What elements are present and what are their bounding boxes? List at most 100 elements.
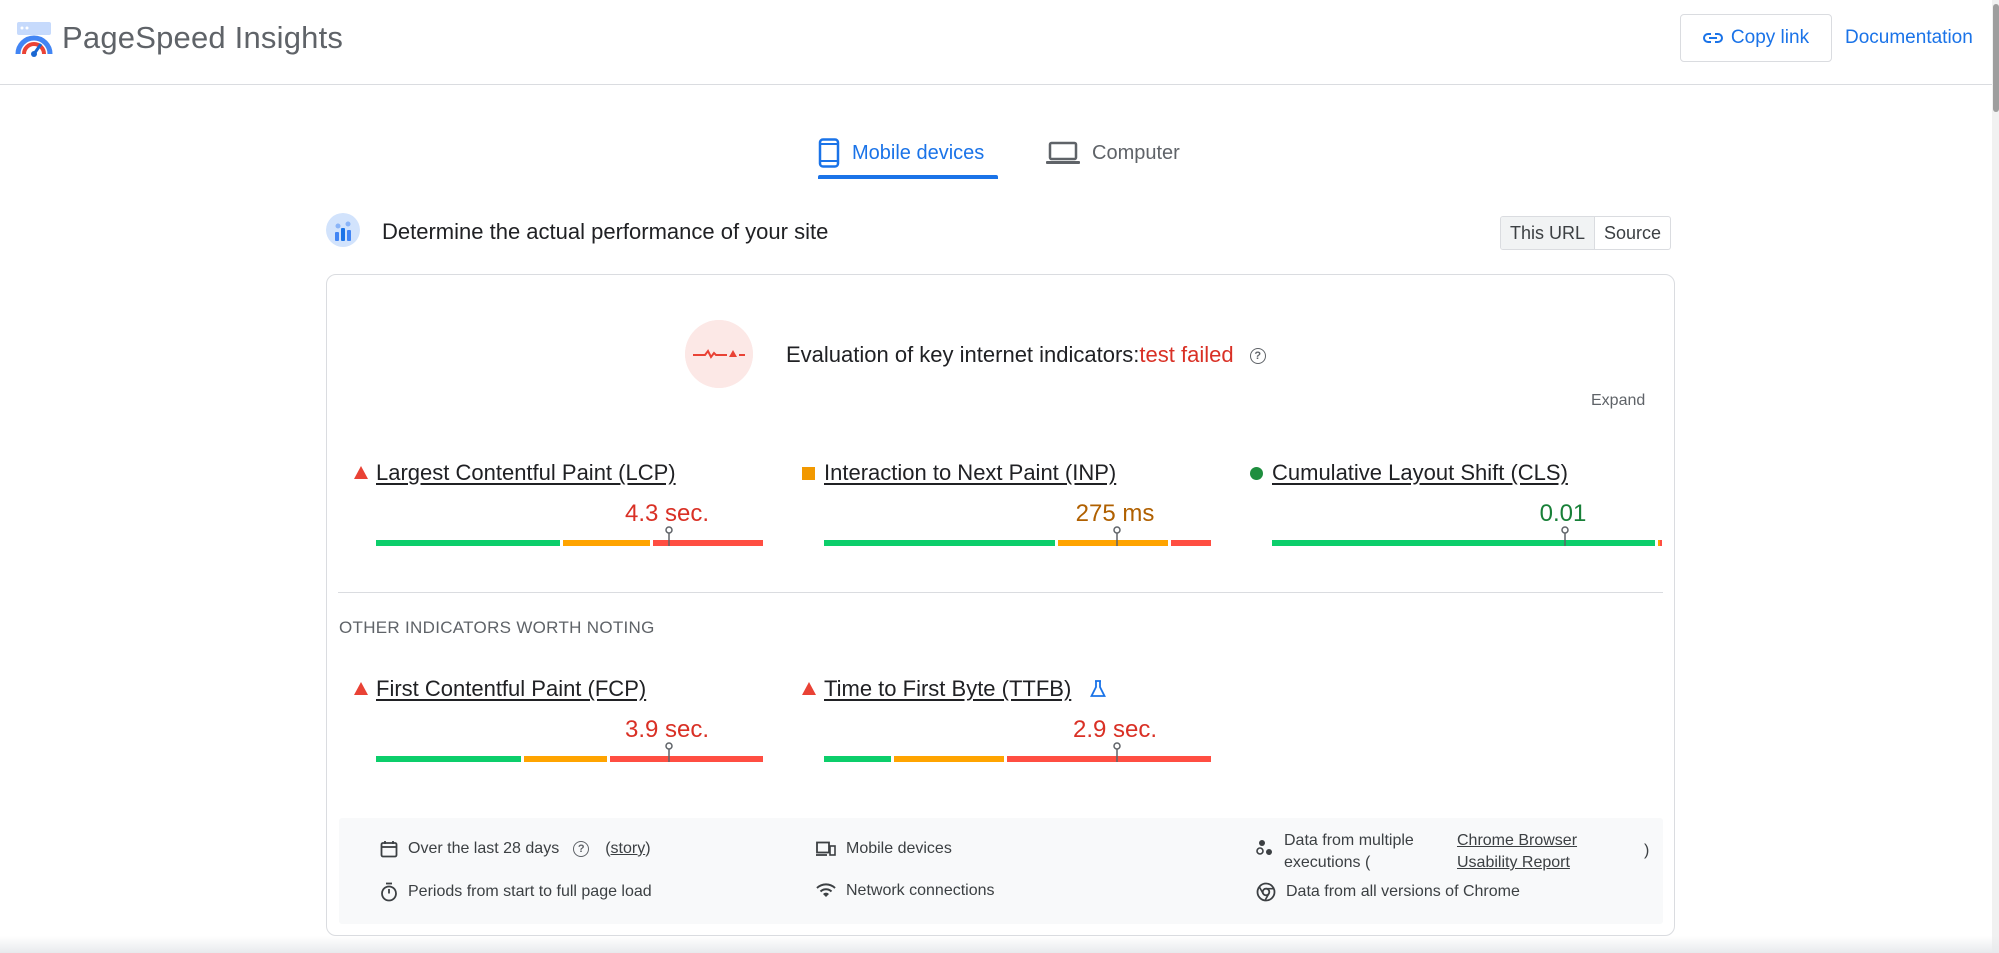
expand-button[interactable]: Expand <box>1591 392 1646 409</box>
top-app-bar: PageSpeed Insights Copy link Documentati… <box>0 0 1999 85</box>
experimental-flask-icon[interactable] <box>1090 680 1106 698</box>
needs-improvement-segment <box>894 756 1005 762</box>
metric-value: 0.01 <box>1539 500 1587 527</box>
crux-link-wrap: Chrome Browser Usability Report <box>1457 830 1607 874</box>
p75-marker <box>1560 526 1569 546</box>
link-icon <box>1702 33 1723 43</box>
load-period: Periods from start to full page load <box>380 882 652 902</box>
needs-improvement-square-icon <box>802 467 815 480</box>
metric-fcp: First Contentful Paint (FCP) 3.9 sec. <box>354 676 763 776</box>
laptop-icon <box>1046 141 1080 164</box>
story-link[interactable]: story <box>610 840 646 857</box>
documentation-link[interactable]: Documentation <box>1845 27 1973 48</box>
metric-title[interactable]: Largest Contentful Paint (LCP) <box>376 460 676 485</box>
this-url-button[interactable]: This URL <box>1501 217 1596 249</box>
distribution-bar <box>824 526 1214 546</box>
poor-segment <box>1171 540 1211 546</box>
needs-improvement-segment <box>1658 540 1661 546</box>
device-type: Mobile devices <box>816 840 952 858</box>
period-text: Over the last 28 days <box>408 840 560 857</box>
copy-link-button[interactable]: Copy link <box>1680 14 1832 62</box>
smartphone-icon <box>818 138 840 168</box>
p75-marker <box>664 526 673 546</box>
help-icon[interactable]: ? <box>1249 348 1266 365</box>
network-connections: Network connections <box>816 882 995 900</box>
metric-title[interactable]: Cumulative Layout Shift (CLS) <box>1272 460 1568 485</box>
stopwatch-icon <box>381 882 397 902</box>
tab-computer[interactable]: Computer <box>1046 128 1180 178</box>
distribution-bar <box>376 526 766 546</box>
device-text: Mobile devices <box>846 840 952 857</box>
crux-report-link[interactable]: Chrome Browser Usability Report <box>1457 832 1578 871</box>
scrollbar-track[interactable] <box>1992 0 1999 953</box>
url-origin-toggle: This URL Source <box>1500 216 1672 250</box>
metric-ttfb: Time to First Byte (TTFB) 2.9 sec. <box>802 676 1211 776</box>
distribution-bar <box>1272 526 1663 546</box>
metric-lcp: Largest Contentful Paint (LCP) 4.3 sec. <box>354 460 763 560</box>
needs-improvement-segment <box>1058 540 1169 546</box>
metric-value: 4.3 sec. <box>624 500 710 527</box>
tab-mobile-devices[interactable]: Mobile devices <box>818 128 984 178</box>
data-source-text: Data from multiple executions ( <box>1284 832 1414 871</box>
poor-triangle-icon <box>354 466 368 479</box>
distribution-bar <box>824 742 1214 762</box>
multiple-samples-icon <box>1256 840 1272 855</box>
distribution-bar <box>376 742 766 762</box>
metric-cls: Cumulative Layout Shift (CLS) 0.01 <box>1250 460 1663 560</box>
poor-triangle-icon <box>354 682 368 695</box>
p75-marker <box>664 742 673 762</box>
copy-link-label: Copy link <box>1730 27 1810 48</box>
app-title[interactable]: PageSpeed Insights <box>62 20 344 55</box>
metric-value: 2.9 sec. <box>1072 716 1158 743</box>
pagespeed-logo[interactable] <box>14 20 54 58</box>
good-segment <box>1272 540 1656 546</box>
assessment-status: test failed <box>1139 342 1234 367</box>
metric-title[interactable]: Time to First Byte (TTFB) <box>824 676 1072 701</box>
close-paren-text: ) <box>1644 842 1650 859</box>
load-period-text: Periods from start to full page load <box>408 883 652 900</box>
metric-inp: Interaction to Next Paint (INP) 275 ms <box>802 460 1211 560</box>
poor-segment <box>610 756 763 762</box>
bottom-fade <box>0 936 1999 953</box>
collection-period: Over the last 28 days ? (story) <box>380 840 651 858</box>
story-close-paren: ) <box>645 840 651 857</box>
good-segment <box>376 756 522 762</box>
needs-improvement-segment <box>563 540 650 546</box>
poor-segment <box>1007 756 1211 762</box>
section-divider <box>338 592 1663 593</box>
metric-title[interactable]: First Contentful Paint (FCP) <box>376 676 647 701</box>
network-text: Network connections <box>846 882 995 899</box>
good-segment <box>376 540 561 546</box>
field-data-card <box>326 274 1675 936</box>
poor-segment <box>652 540 763 546</box>
metric-value: 275 ms <box>1075 500 1155 527</box>
crux-close-paren: ) <box>1644 842 1649 860</box>
chrome-icon <box>1256 882 1276 902</box>
help-icon[interactable]: ? <box>573 841 590 857</box>
calendar-icon <box>380 841 398 858</box>
section-title: Determine the actual performance of your… <box>382 219 829 244</box>
good-circle-icon <box>1250 467 1263 480</box>
tab-computer-label: Computer <box>1092 141 1180 164</box>
chrome-versions: Data from all versions of Chrome <box>1256 882 1520 902</box>
wifi-icon <box>816 883 836 897</box>
needs-improvement-segment <box>524 756 607 762</box>
active-tab-indicator <box>818 175 998 179</box>
story-open-paren: ( <box>605 840 611 857</box>
devices-icon <box>816 841 836 856</box>
failed-assessment-icon <box>685 320 753 388</box>
good-segment <box>824 540 1055 546</box>
metric-title[interactable]: Interaction to Next Paint (INP) <box>824 460 1117 485</box>
p75-marker <box>1112 742 1121 762</box>
p75-marker <box>1112 526 1121 546</box>
versions-text: Data from all versions of Chrome <box>1286 883 1520 900</box>
data-summary-footer <box>339 818 1663 924</box>
field-data-icon <box>326 213 360 247</box>
scrollbar-thumb[interactable] <box>1993 4 1999 112</box>
other-metrics-heading: OTHER INDICATORS WORTH NOTING <box>339 618 655 637</box>
assessment-label: Evaluation of key internet indicators: <box>786 342 1140 367</box>
source-button[interactable]: Source <box>1604 222 1662 243</box>
tab-mobile-label: Mobile devices <box>852 141 985 164</box>
good-segment <box>824 756 892 762</box>
assessment-result: Evaluation of key internet indicators:te… <box>786 342 1266 368</box>
